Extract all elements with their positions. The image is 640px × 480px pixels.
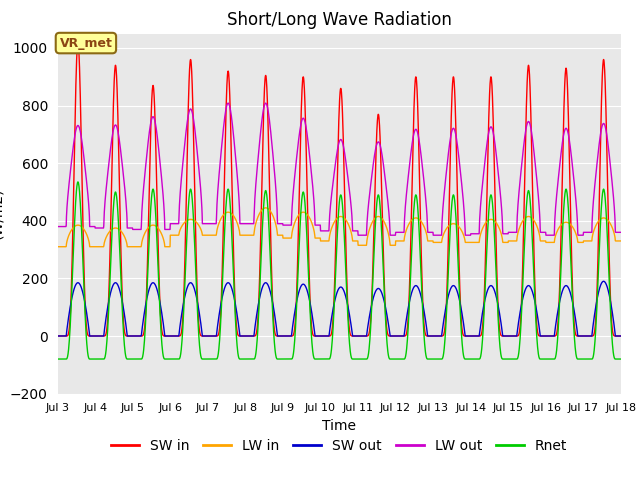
- SW in: [583, 333, 591, 339]
- SW out: [54, 333, 61, 339]
- LW out: [617, 229, 625, 235]
- LW out: [211, 221, 218, 227]
- Line: Rnet: Rnet: [58, 182, 621, 359]
- SW in: [568, 240, 575, 246]
- SW out: [583, 333, 591, 339]
- SW out: [567, 292, 575, 298]
- Rnet: [617, 356, 625, 362]
- LW out: [356, 232, 364, 238]
- SW out: [211, 333, 218, 339]
- Rnet: [356, 356, 364, 362]
- Legend: SW in, LW in, SW out, LW out, Rnet: SW in, LW in, SW out, LW out, Rnet: [106, 433, 573, 459]
- LW in: [568, 222, 575, 228]
- SW in: [54, 333, 61, 339]
- LW in: [368, 220, 376, 226]
- SW out: [617, 333, 625, 339]
- SW out: [368, 302, 376, 308]
- Rnet: [583, 356, 591, 362]
- SW in: [74, 39, 82, 45]
- Y-axis label: (W/m2): (W/m2): [0, 188, 4, 240]
- LW out: [583, 229, 591, 235]
- Line: LW in: LW in: [58, 208, 621, 247]
- SW in: [356, 333, 364, 339]
- Rnet: [503, 356, 511, 362]
- Rnet: [568, 268, 575, 274]
- Title: Short/Long Wave Radiation: Short/Long Wave Radiation: [227, 11, 452, 29]
- LW out: [504, 231, 511, 237]
- Rnet: [74, 179, 82, 185]
- Rnet: [368, 299, 376, 304]
- SW in: [368, 292, 376, 298]
- SW out: [503, 333, 511, 339]
- LW in: [503, 240, 511, 245]
- Rnet: [211, 356, 219, 362]
- Line: SW out: SW out: [58, 281, 621, 336]
- LW out: [225, 100, 232, 106]
- LW out: [568, 155, 575, 160]
- Rnet: [54, 356, 61, 362]
- SW out: [600, 278, 607, 284]
- SW in: [617, 333, 625, 339]
- LW out: [54, 224, 61, 229]
- SW in: [211, 333, 219, 339]
- Text: VR_met: VR_met: [60, 36, 113, 49]
- LW out: [355, 232, 362, 238]
- X-axis label: Time: Time: [322, 419, 356, 433]
- LW in: [617, 238, 625, 244]
- LW in: [211, 232, 218, 238]
- LW in: [54, 244, 61, 250]
- Line: LW out: LW out: [58, 103, 621, 235]
- SW out: [356, 333, 364, 339]
- LW in: [262, 205, 269, 211]
- LW out: [369, 169, 376, 175]
- SW in: [503, 333, 511, 339]
- LW in: [583, 238, 591, 244]
- Line: SW in: SW in: [58, 42, 621, 336]
- LW in: [356, 242, 364, 248]
